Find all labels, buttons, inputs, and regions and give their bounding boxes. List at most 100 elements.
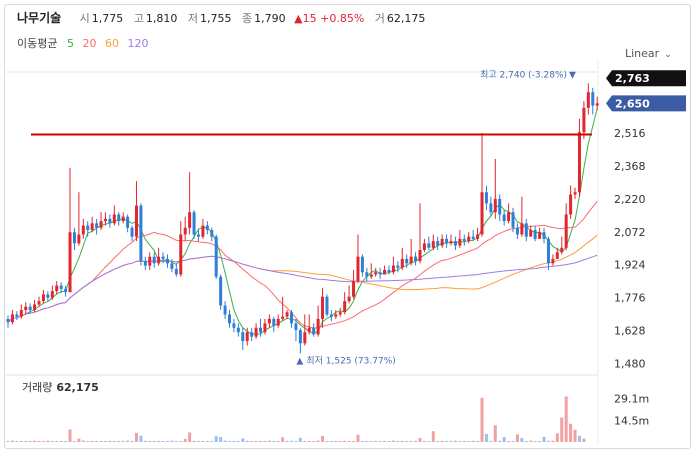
volume-bar (334, 440, 338, 442)
candle-body (219, 276, 223, 306)
candle-body (387, 270, 391, 273)
volume-bar (383, 440, 387, 442)
candle-body (524, 223, 528, 237)
candle-body (259, 327, 263, 333)
candle-body (312, 327, 316, 335)
volume-bar (564, 396, 568, 442)
volume-bar (130, 441, 134, 442)
y-tick-label: 1,776 (614, 292, 646, 305)
volume-panel-title: 거래량 (22, 381, 53, 394)
candle-body (493, 198, 497, 213)
volume-bar (201, 441, 205, 442)
candle-body (365, 272, 369, 277)
volume-bar (414, 440, 418, 442)
candle-body (511, 212, 515, 228)
volume-bar (179, 441, 183, 442)
volume-bar (480, 397, 484, 442)
candle-body (254, 327, 258, 337)
volume-bar (352, 441, 356, 442)
volume-bar (569, 423, 573, 442)
volume-bar (374, 440, 378, 442)
volume-value: 62,175 (386, 12, 426, 25)
candle-body (90, 223, 94, 230)
candle-body (471, 236, 475, 239)
moving-average-legend[interactable]: 이동평균 5 20 60 120 (17, 35, 153, 51)
candle-body (484, 192, 488, 204)
candle-body (81, 225, 85, 235)
scale-dropdown[interactable]: Linear ⌄ (625, 47, 672, 60)
candle-body (418, 250, 422, 262)
volume-bar (10, 440, 14, 442)
volume-bar (134, 432, 138, 442)
change-value: ▲15 +0.85% (294, 12, 365, 25)
candle-body (250, 332, 254, 337)
current-price-tag: 2,650 (606, 95, 686, 112)
volume-bar (68, 429, 72, 442)
close-label: 종 (242, 12, 253, 25)
candle-body (276, 318, 280, 326)
volume-bar (582, 438, 586, 442)
candle-body (569, 194, 573, 215)
ma-20-line (7, 200, 598, 329)
candle-body (59, 285, 63, 289)
low-label: 저 (187, 12, 199, 25)
volume-bar (263, 441, 267, 442)
candle-body (134, 205, 138, 237)
volume-bar (126, 440, 130, 442)
volume-bar (59, 440, 63, 442)
candle-body (103, 218, 107, 222)
candle-body (245, 332, 249, 342)
chart-frame (4, 4, 691, 449)
volume-bar (272, 441, 276, 442)
candle-body (55, 285, 59, 292)
volume-bar (391, 440, 395, 442)
price-axis: 2,516 2,368 2,220 2,072 1,924 1,776 1,628 1,480 (614, 127, 646, 370)
volume-bar (121, 441, 125, 442)
candle-body (462, 238, 466, 242)
volume-bar (103, 441, 107, 442)
candle-body (126, 216, 130, 228)
volume-bar (143, 440, 147, 442)
volume-bar (573, 429, 577, 442)
candle-body (183, 227, 187, 235)
candle-body (170, 263, 174, 269)
candle-body (582, 107, 586, 133)
candle-body (520, 223, 524, 235)
volume-bar (409, 441, 413, 442)
ma-120-label: 120 (127, 37, 149, 50)
candle-body (205, 225, 209, 230)
volume-bar (338, 441, 342, 442)
volume-bar (161, 441, 165, 442)
candle-body (232, 323, 236, 328)
volume-bar (467, 441, 471, 442)
candle-body (64, 288, 68, 293)
candle-body (148, 256, 152, 266)
volume-bar (365, 441, 369, 442)
candle-body (409, 256, 413, 264)
volume-bar (356, 434, 360, 442)
current-price-tag-text: 2,650 (615, 97, 650, 110)
candle-body (143, 261, 147, 266)
candle-body (325, 296, 329, 315)
candle-body (551, 258, 555, 264)
volume-bar (41, 441, 45, 442)
candle-body (157, 256, 161, 264)
volume-bar (77, 438, 81, 442)
volume-bar (378, 441, 382, 442)
candle-body (480, 192, 484, 235)
candle-body (15, 314, 19, 317)
volume-bar (431, 431, 435, 442)
volume-bar (312, 441, 316, 442)
candle-body (453, 241, 457, 246)
volume-bar (192, 440, 196, 442)
open-value: 1,775 (91, 12, 124, 25)
volume-bar (148, 441, 152, 442)
volume-bar (6, 441, 10, 442)
candle-body (436, 241, 440, 246)
volume-bar (55, 441, 59, 442)
candle-body (458, 238, 462, 246)
candle-body (338, 312, 342, 315)
volume-bar (369, 441, 373, 442)
candle-body (188, 212, 192, 228)
